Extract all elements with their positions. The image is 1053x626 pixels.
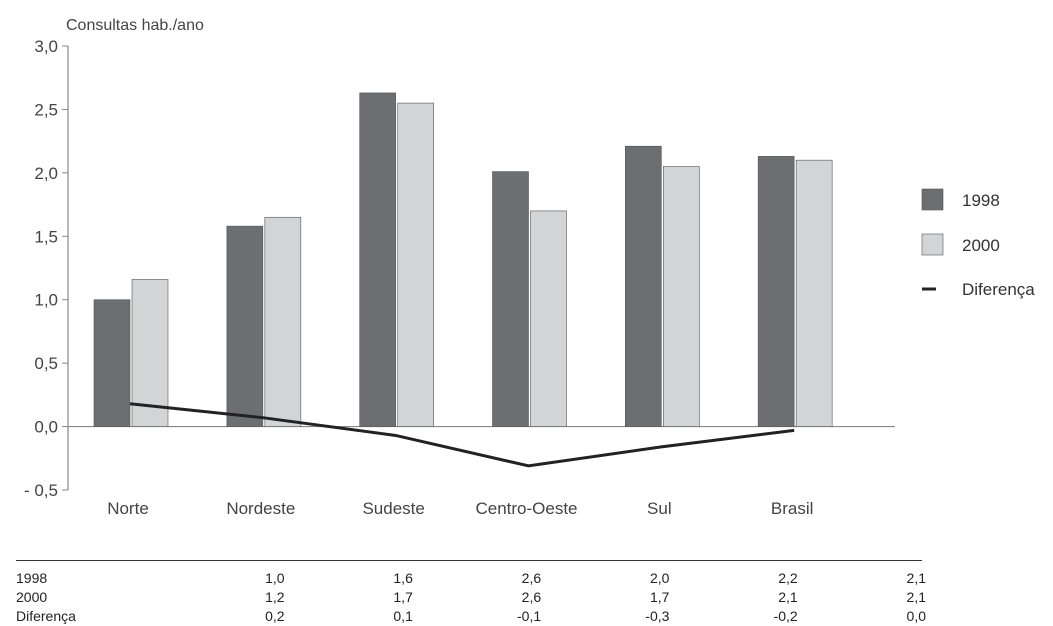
- table-cell: 1,7: [393, 589, 413, 605]
- x-category-label: Norte: [107, 499, 149, 518]
- table-cell: 2,6: [521, 589, 542, 605]
- table-cell: 2,1: [906, 570, 926, 586]
- y-tick-label: 0,0: [34, 418, 58, 437]
- difference-line-layer: [129, 402, 795, 468]
- bar-2000: [397, 102, 434, 427]
- table-cell: 0,2: [265, 608, 285, 624]
- y-tick-label: 0,5: [34, 354, 58, 373]
- y-tick-label: - 0,5: [24, 481, 58, 500]
- bar-2000: [663, 166, 700, 427]
- table-cell: 0,1: [393, 608, 413, 624]
- legend-label: 1998: [962, 191, 1000, 210]
- bar-2000: [795, 159, 833, 427]
- table-row-label: Diferença: [16, 608, 76, 624]
- table-cell: -0,3: [645, 608, 670, 624]
- bar-1998: [93, 299, 131, 427]
- y-tick-label: 3,0: [34, 37, 58, 56]
- table-row-label: 1998: [16, 570, 48, 586]
- legend-swatch-1998: [921, 188, 944, 211]
- bar-1998: [226, 225, 264, 427]
- y-tick-label: 2,5: [34, 100, 58, 119]
- y-tick-label: 2,0: [34, 164, 58, 183]
- table-cell: 1,2: [265, 589, 285, 605]
- table-divider: [16, 560, 922, 561]
- table-cell: 2,0: [649, 570, 670, 586]
- legend: 1998 2000 Diferença: [921, 188, 1035, 299]
- legend-swatch-2000: [921, 233, 944, 256]
- x-category-label: Sul: [647, 499, 672, 518]
- table-cell: 2,1: [906, 589, 926, 605]
- table-cell: 1,6: [393, 570, 413, 586]
- bars: Norte Nordeste Sudeste Centro-Oeste Sul Brasi…: [93, 92, 833, 518]
- table-cell: 2,6: [521, 570, 542, 586]
- bar-2000: [530, 210, 567, 427]
- x-category-label: Centro-Oeste: [475, 499, 577, 518]
- table-cell: -0,2: [773, 608, 798, 624]
- bar-1998: [359, 92, 396, 427]
- bar-1998: [757, 156, 795, 427]
- difference-line: [129, 402, 795, 468]
- axes: 3,0 2,5 2,0 1,5 1,0 0,5 0,0 - 0,5: [24, 37, 895, 500]
- table-row: 1998 1,0 1,6 2,6 2,0 2,2 2,1: [16, 569, 926, 588]
- bar-1998: [492, 171, 529, 427]
- table-cell: 2,1: [778, 589, 798, 605]
- table-cell: 1,0: [265, 570, 285, 586]
- table-cell: 0,0: [906, 608, 926, 624]
- table-row-label: 2000: [16, 589, 48, 605]
- x-category-label: Sudeste: [362, 499, 424, 518]
- bar-2000: [264, 216, 302, 427]
- table-row: Diferença 0,2 0,1 -0,1 -0,3 -0,2 0,0: [16, 607, 926, 626]
- bar-1998: [625, 145, 662, 427]
- y-tick-label: 1,5: [34, 227, 58, 246]
- table-cell: 2,2: [778, 570, 798, 586]
- y-axis-label: Consultas hab./ano: [66, 17, 204, 34]
- table-cell: 1,7: [649, 589, 670, 605]
- data-table: 1998 1,0 1,6 2,6 2,0 2,2 2,1 2000 1,2 1,7 2,6 1,7 2,…: [16, 569, 926, 626]
- legend-label: 2000: [962, 236, 1000, 255]
- y-tick-label: 1,0: [34, 291, 58, 310]
- legend-label: Diferença: [962, 280, 1035, 299]
- x-category-label: Brasil: [771, 499, 814, 518]
- table-cell: -0,1: [517, 608, 542, 624]
- table-row: 2000 1,2 1,7 2,6 1,7 2,1 2,1: [16, 588, 926, 607]
- bar-2000: [131, 279, 169, 427]
- x-category-label: Nordeste: [226, 499, 295, 518]
